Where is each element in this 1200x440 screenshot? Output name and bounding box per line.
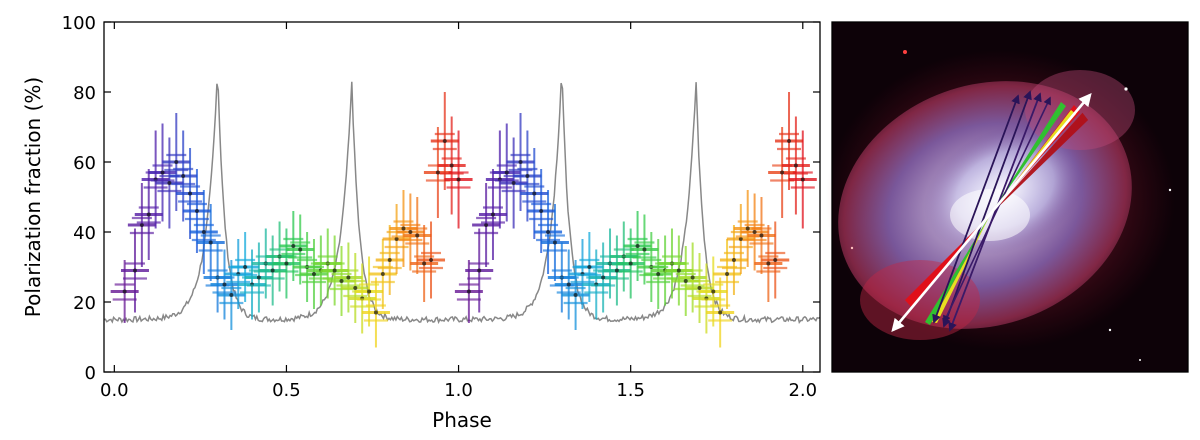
data-point [189,190,218,274]
y-tick-label: 100 [62,13,96,34]
data-point [575,232,604,302]
x-tick-label: 1.0 [444,380,473,401]
plot-frame [103,21,821,373]
data-point [176,148,205,239]
y-tick-label: 0 [85,363,96,384]
data-point [644,239,673,309]
data-point [554,249,583,320]
data-point [127,183,156,267]
y-axis-label: Polarization fraction (%) [21,77,45,317]
data-point [775,92,804,190]
y-tick-label: 40 [73,223,96,244]
data-point [334,242,363,313]
data-point [513,130,542,222]
x-tick-label: 0.0 [100,380,129,401]
pulse-profile-path [104,81,820,325]
data-point [210,249,239,320]
x-tick-label: 0.5 [272,380,301,401]
data-point [134,169,163,260]
data-point [761,221,790,299]
data-point [169,130,198,222]
data-point [685,253,714,323]
data-point [217,260,246,330]
y-tick-label: 60 [73,153,96,174]
x-tick-label: 1.5 [616,380,645,401]
data-point [361,277,390,348]
data-point [120,228,149,313]
data-point [788,130,817,229]
data-point [444,130,473,229]
data-point [534,190,563,274]
y-axis: 0 20 40 60 80 100 [62,13,820,384]
data-point [540,204,569,281]
data-point [520,148,549,239]
data-point [472,183,501,267]
data-point [437,116,466,215]
pulse-profile-line [104,81,820,325]
y-tick-label: 20 [73,293,96,314]
data-point [781,116,810,215]
data-point [196,204,225,281]
x-axis-label: Phase [432,408,492,432]
data-point [162,113,191,211]
data-point [341,253,370,323]
data-points [110,92,817,348]
data-point [417,221,446,299]
x-tick-label: 2.0 [788,380,817,401]
polarization-angle-arrows [891,90,1092,332]
data-point [678,242,707,313]
nebula-image [825,21,1189,373]
white-arrow [891,93,1092,332]
data-point [430,92,459,190]
data-point [623,211,652,281]
x-axis: 0.0 0.5 1.0 1.5 2.0 [100,22,817,401]
data-point [506,113,535,211]
data-point [155,137,184,229]
plot-area [103,21,821,373]
data-point [478,169,507,260]
y-tick-label: 80 [73,83,96,104]
data-point [454,260,483,323]
